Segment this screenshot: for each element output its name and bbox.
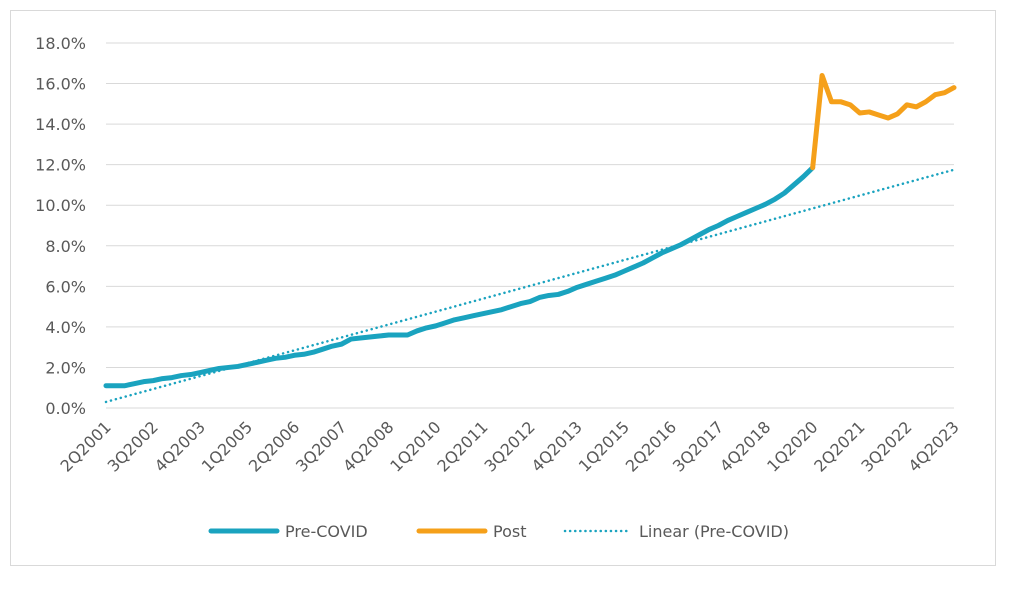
legend-item-post: Post (416, 522, 526, 541)
x-tick-label: 2Q2016 (622, 417, 680, 475)
x-tick-label: 1Q2015 (575, 417, 633, 475)
y-tick-label: 4.0% (45, 318, 86, 337)
y-tick-label: 8.0% (45, 237, 86, 256)
x-tick-label: 1Q2010 (386, 417, 444, 475)
gridlines (106, 42, 954, 409)
x-tick-label: 3Q2022 (857, 417, 915, 475)
x-tick-label: 1Q2005 (198, 417, 256, 475)
x-axis-tick-labels: 2Q20013Q20024Q20031Q20052Q20063Q20074Q20… (56, 417, 962, 475)
x-tick-label: 4Q2023 (904, 417, 962, 475)
x-tick-label: 3Q2017 (669, 417, 727, 475)
legend: Pre-COVID Post Linear (Pre-COVID) (208, 522, 789, 541)
chart-frame: 0.0% 2.0% 4.0% 6.0% 8.0% 10.0% 12.0% 14.0% 16.0%… (10, 10, 996, 566)
y-tick-label: 10.0% (35, 196, 86, 215)
x-tick-label: 4Q2003 (151, 417, 209, 475)
y-tick-label: 0.0% (45, 399, 86, 418)
line-chart: 0.0% 2.0% 4.0% 6.0% 8.0% 10.0% 12.0% 14.0% 16.0%… (35, 34, 963, 541)
series-line-pre-covid (103, 165, 816, 389)
series-line-post (810, 72, 957, 171)
y-tick-label: 12.0% (35, 156, 86, 175)
y-tick-label: 16.0% (35, 75, 86, 94)
y-tick-label: 2.0% (45, 358, 86, 377)
y-tick-label: 18.0% (35, 34, 86, 53)
series-lines (103, 72, 957, 404)
legend-label-linear-pre-covid: Linear (Pre-COVID) (639, 522, 789, 541)
legend-label-pre-covid: Pre-COVID (285, 522, 368, 541)
x-tick-label: 4Q2008 (339, 417, 397, 475)
legend-item-pre-covid: Pre-COVID (208, 522, 368, 541)
series-line-linear-pre-covid (104, 168, 956, 404)
x-tick-label: 4Q2018 (716, 417, 774, 475)
x-tick-label: 2Q2021 (810, 417, 868, 475)
x-tick-label: 3Q2002 (104, 417, 162, 475)
x-tick-label: 1Q2020 (763, 417, 821, 475)
y-tick-label: 14.0% (35, 115, 86, 134)
x-tick-label: 2Q2011 (433, 417, 491, 475)
legend-item-linear-pre-covid: Linear (Pre-COVID) (563, 522, 789, 541)
x-tick-label: 3Q2007 (292, 417, 350, 475)
x-tick-label: 4Q2013 (528, 417, 586, 475)
y-axis-tick-labels: 0.0% 2.0% 4.0% 6.0% 8.0% 10.0% 12.0% 14.0% 16.0%… (35, 34, 86, 418)
x-tick-label: 2Q2001 (56, 417, 114, 475)
x-tick-label: 2Q2006 (245, 417, 303, 475)
y-tick-label: 6.0% (45, 277, 86, 296)
x-tick-label: 3Q2012 (480, 417, 538, 475)
legend-label-post: Post (493, 522, 526, 541)
